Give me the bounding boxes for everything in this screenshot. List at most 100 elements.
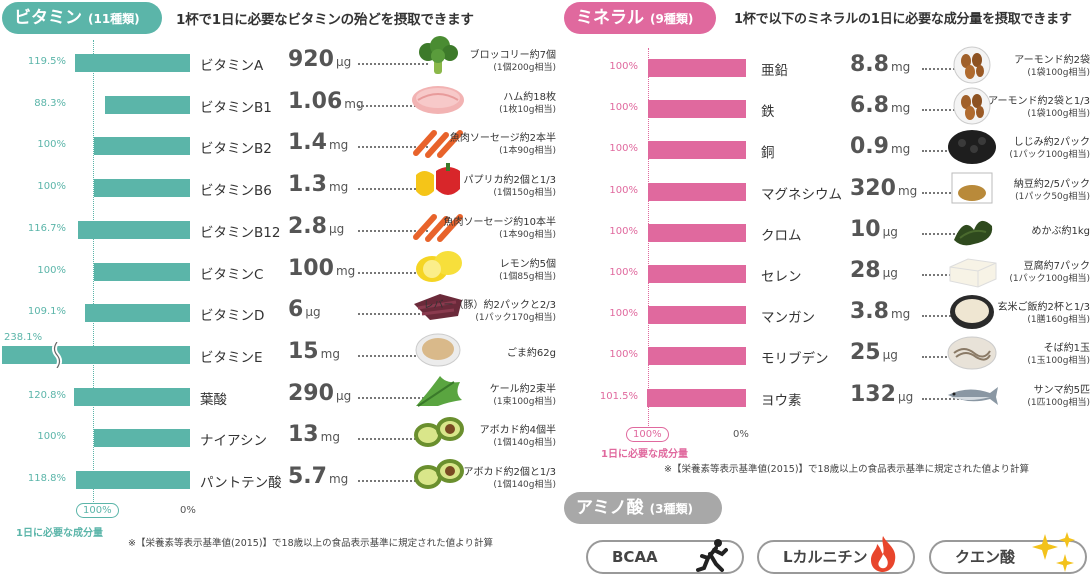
- leader-dots: [922, 232, 978, 235]
- vitamin-row: 120.8% 葉酸 290 μg ケール約2束半 (1束100g相当): [0, 375, 560, 418]
- food-image: [410, 370, 466, 414]
- vitamin-row: 119.5% ビタミンA 920 μg ブロッコリー約7個 (1個200g相当): [0, 36, 560, 84]
- food-image: [944, 169, 1000, 213]
- food-image: [410, 119, 466, 163]
- paprika-icon: [416, 163, 460, 197]
- amount-value: 6: [288, 297, 304, 323]
- amount-unit: mg: [328, 472, 349, 486]
- pct-label: 100%: [37, 431, 66, 443]
- amino-citric: クエン酸: [929, 532, 1087, 574]
- amount-value: 13: [288, 422, 319, 448]
- nutrient-name: ビタミンC: [200, 266, 264, 283]
- nutrient-name: モリブデン: [761, 351, 829, 368]
- amount-value: 15: [288, 338, 319, 364]
- vitamin-bar: [94, 137, 190, 156]
- vitamin-100-gridline: [93, 40, 94, 512]
- amino-citric-label: クエン酸: [955, 548, 1016, 566]
- food-image: [410, 245, 466, 289]
- mineral-row: 100% 銅 0.9 mg しじみ約2パック (1パック100g相当): [560, 129, 1092, 171]
- sesame-icon: [415, 333, 461, 367]
- amount-unit: μg: [882, 348, 898, 363]
- pct-label: 119.5%: [27, 56, 66, 67]
- mineral-bar: [648, 100, 746, 119]
- food-equivalent: アーモンド約2袋と1/3 (1袋100g相当): [988, 96, 1090, 120]
- food-portion: (1パック170g相当): [475, 313, 556, 324]
- amount-value: 0.9: [850, 134, 889, 160]
- amino-badge-count: (3種類): [649, 502, 693, 516]
- food-equivalent: ケール約2束半 (1束100g相当): [490, 384, 556, 408]
- food-name: 玄米ご飯約2杯と1/3: [997, 302, 1090, 314]
- lemon-icon: [416, 250, 462, 282]
- food-equivalent: レモン約5個 (1個85g相当): [499, 259, 556, 283]
- food-name: しじみ約2パック: [1013, 137, 1090, 149]
- mineral-axis-caption: 1日に必要な成分量: [601, 449, 688, 460]
- food-image: [410, 36, 466, 80]
- amino-lcarnitine-label: Lカルニチン: [783, 548, 868, 566]
- amino-lcarnitine: Lカルニチン: [757, 536, 915, 574]
- leader-dots: [922, 109, 978, 112]
- food-name: ブロッコリー約7個: [469, 50, 556, 61]
- mineral-bar: [648, 306, 746, 325]
- food-image: [944, 292, 1000, 336]
- mineral-bar: [646, 388, 746, 407]
- mekabu-icon: [954, 220, 993, 246]
- food-equivalent: アーモンド約2袋 (1袋100g相当): [1014, 55, 1090, 79]
- mineral-axis-zero: 0%: [733, 429, 749, 440]
- amount-value: 1.3: [288, 172, 327, 198]
- amount-value: 5.7: [288, 464, 327, 489]
- amount-unit: mg: [320, 346, 340, 361]
- vitamin-badge: ビタミン (11種類): [2, 2, 162, 34]
- pct-label: 100%: [37, 264, 66, 276]
- food-name: 魚肉ソーセージ約2本半: [449, 133, 556, 145]
- amino-bcaa-label: BCAA: [612, 548, 658, 566]
- amount-unit: mg: [335, 263, 356, 278]
- food-equivalent: ブロッコリー約7個 (1個200g相当): [470, 50, 556, 74]
- mineral-row: 100% 鉄 6.8 mg アーモンド約2袋と1/3 (1袋100g相当): [560, 87, 1092, 130]
- food-image: [410, 328, 466, 372]
- nutrient-name: 亜鉛: [761, 63, 788, 79]
- vitamin-bar: [85, 304, 190, 323]
- vitamin-bar: [94, 429, 190, 448]
- pct-label: 100%: [609, 267, 638, 278]
- mineral-badge-count: (9種類): [650, 12, 694, 26]
- nutrient-amount: 1.4 mg: [288, 130, 348, 155]
- mineral-bar: [648, 265, 746, 283]
- pct-label: 118.8%: [27, 473, 66, 484]
- nutrient-name: ビタミンB12: [200, 224, 281, 241]
- food-equivalent: ごま約62g: [507, 348, 556, 360]
- rice-icon: [950, 295, 994, 330]
- mineral-bar: [648, 59, 746, 77]
- amino-bcaa: BCAA: [586, 539, 744, 574]
- food-image: [410, 453, 466, 497]
- food-image: [944, 375, 1000, 419]
- amount-unit: mg: [328, 180, 349, 195]
- amount-value: 25: [850, 340, 881, 366]
- nutrient-amount: 0.9 mg: [850, 134, 910, 159]
- mineral-bar: [648, 182, 746, 201]
- food-portion: (1袋100g相当): [1027, 68, 1090, 78]
- fish-icon: [948, 386, 998, 405]
- amount-unit: μg: [882, 266, 898, 280]
- nutrient-amount: 10 μg: [850, 217, 898, 242]
- axis-break-mark: [52, 341, 62, 368]
- nutrient-amount: 100 mg: [288, 256, 355, 281]
- food-image: [944, 45, 1000, 89]
- food-name: サンマ約5匹: [1033, 384, 1090, 396]
- sausage-icon: [413, 213, 463, 242]
- amount-unit: μg: [328, 221, 345, 236]
- vitamin-headline: 1杯で1日に必要なビタミンの殆どを摂取できます: [176, 12, 474, 28]
- mineral-axis-pill: 100%: [626, 427, 669, 442]
- vitamin-bar: [75, 54, 190, 72]
- food-name: ケール約2束半: [489, 383, 556, 395]
- amount-value: 3.8: [850, 299, 889, 325]
- food-portion: (1本90g相当): [499, 229, 556, 240]
- food-name: アボカド約2個と1/3: [463, 467, 556, 478]
- flame-icon: [871, 536, 896, 572]
- nutrient-amount: 3.8 mg: [850, 299, 910, 324]
- food-image: [944, 210, 1000, 254]
- leader-dots: [922, 315, 978, 318]
- nutrient-amount: 2.8 μg: [288, 214, 344, 239]
- food-equivalent: レバー（豚）約2パックと2/3 (1パック170g相当): [424, 300, 556, 324]
- leader-dots: [922, 68, 978, 70]
- pct-label: 100%: [609, 143, 638, 155]
